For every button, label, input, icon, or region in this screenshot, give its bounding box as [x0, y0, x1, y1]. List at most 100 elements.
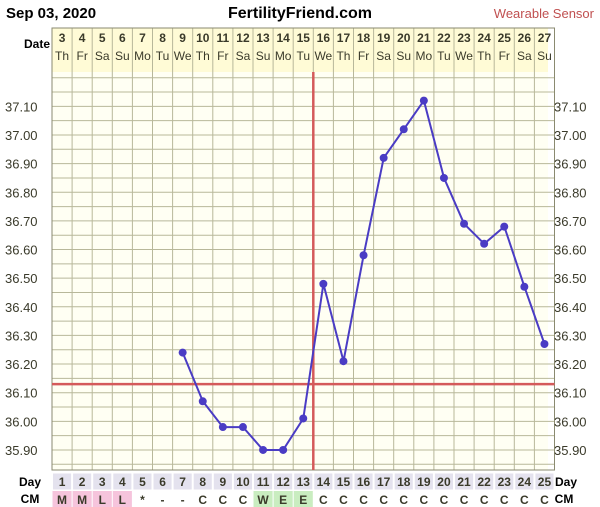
y-tick-label-left: 36.50 [5, 271, 38, 286]
date-label: 27 [538, 31, 552, 45]
cycle-day-label: 10 [236, 475, 250, 489]
date-label: 19 [377, 31, 391, 45]
cycle-day-label: 18 [397, 475, 411, 489]
date-label: 23 [457, 31, 471, 45]
cycle-day-label: 23 [498, 475, 512, 489]
cm-label: C [219, 493, 228, 507]
cycle-day-label: 9 [220, 475, 227, 489]
y-tick-label-left: 36.80 [5, 185, 38, 200]
cm-cell [374, 491, 394, 507]
date-label: 12 [236, 31, 250, 45]
cycle-day-label: 2 [79, 475, 86, 489]
cm-cell [354, 491, 374, 507]
y-tick-label-right: 35.90 [554, 443, 587, 458]
y-tick-label-left: 36.90 [5, 157, 38, 172]
cycle-day-cell [393, 472, 414, 491]
date-label: 24 [477, 31, 491, 45]
temperature-point [480, 239, 489, 248]
temperature-point [500, 222, 509, 231]
y-tick-label-right: 36.60 [554, 243, 587, 258]
cm-label: E [299, 493, 307, 507]
cm-cell [454, 491, 474, 507]
date-strip [52, 28, 548, 72]
plot-background [52, 72, 548, 470]
cycle-day-cell [212, 472, 233, 491]
cm-row-label-right: CM [555, 492, 574, 506]
y-tick-label-left: 36.70 [5, 214, 38, 229]
y-tick-label-right: 37.10 [554, 99, 587, 114]
date-label: 4 [79, 31, 86, 45]
y-axis-right: 37.10 37.00 36.90 36.80 36.70 36.60 36.50 36.40… [554, 99, 587, 458]
cycle-day-cell [333, 472, 354, 491]
temperature-point [178, 348, 187, 357]
weekday-label: We [455, 49, 473, 63]
temperature-point [419, 96, 428, 105]
cycle-day-label: 1 [59, 475, 66, 489]
weekday-label: Sa [95, 49, 110, 63]
y-tick-label-left: 36.40 [5, 300, 38, 315]
cm-label: C [500, 493, 509, 507]
cycle-day-cell [534, 472, 555, 491]
weekday-label: Mo [275, 49, 292, 63]
y-tick-label-left: 35.90 [5, 443, 38, 458]
cm-label: C [460, 493, 469, 507]
cycle-day-label: 20 [437, 475, 451, 489]
cm-cell [394, 491, 414, 507]
cm-cell [193, 491, 213, 507]
y-tick-label-right: 36.40 [554, 300, 587, 315]
date-label: 15 [297, 31, 311, 45]
cycle-day-label: 6 [159, 475, 166, 489]
cycle-day-label: 4 [119, 475, 126, 489]
weekday-label: Fr [217, 49, 228, 63]
cycle-day-cell [433, 472, 454, 491]
date-label: 5 [99, 31, 106, 45]
cm-label: M [77, 493, 87, 507]
cycle-day-label: 19 [417, 475, 431, 489]
cycle-day-cell [413, 472, 434, 491]
y-tick-label-left: 36.30 [5, 328, 38, 343]
y-tick-label-right: 36.90 [554, 157, 587, 172]
temperature-point [379, 153, 388, 162]
weekday-label: Th [336, 49, 350, 63]
y-tick-label-right: 36.50 [554, 271, 587, 286]
temperature-point [439, 173, 448, 182]
cm-cell [474, 491, 494, 507]
date-label: 6 [119, 31, 126, 45]
date-label: 3 [59, 31, 66, 45]
weekday-label: Tu [437, 49, 451, 63]
y-tick-label-right: 36.30 [554, 328, 587, 343]
weekday-label: Tu [296, 49, 310, 63]
cycle-day-cell [514, 472, 535, 491]
cm-cell [153, 491, 173, 507]
cycle-day-cell [494, 472, 515, 491]
weekday-label: Su [537, 49, 552, 63]
cycle-day-cell [172, 472, 193, 491]
date-row: 3 4 5 6 7 8 9 10 11 12 13 14 15 16 17 18 19 20 21 22 23 24 25 2… [59, 31, 552, 45]
date-label: 11 [217, 31, 230, 45]
cm-label: C [198, 493, 207, 507]
weekday-label: Sa [517, 49, 532, 63]
cm-label: - [161, 493, 165, 507]
cm-cell [173, 491, 193, 507]
weekday-label: Th [55, 49, 69, 63]
weekday-label: We [314, 49, 332, 63]
cm-cell [293, 491, 313, 507]
cm-label: - [181, 493, 185, 507]
cm-cell [313, 491, 333, 507]
cm-label: * [140, 493, 145, 507]
date-label: 8 [159, 31, 166, 45]
y-tick-label-right: 36.10 [554, 386, 587, 401]
cycle-day-cell [112, 472, 133, 491]
plot-frame [51, 27, 555, 471]
cycle-day-cell [52, 472, 73, 491]
weekday-label: Sa [376, 49, 391, 63]
cm-cell [112, 491, 132, 507]
cm-cell [333, 491, 353, 507]
cm-cell [92, 491, 112, 507]
cm-label: L [99, 493, 106, 507]
cm-label: C [420, 493, 429, 507]
cm-label: C [379, 493, 388, 507]
day-row-label-right: Day [555, 475, 577, 489]
cycle-day-label: 17 [377, 475, 391, 489]
